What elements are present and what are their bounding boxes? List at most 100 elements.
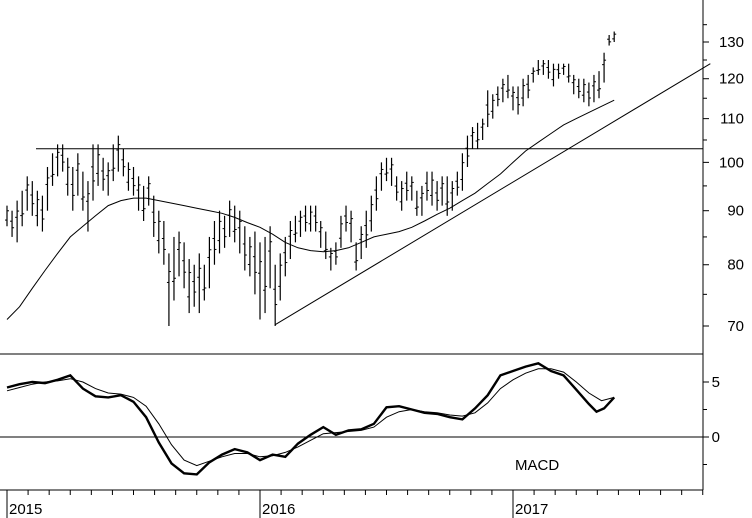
price-bar [227,200,232,237]
price-bar [146,176,151,206]
price-bar [465,135,470,167]
x-tick-label: 2015 [9,501,42,518]
price-bar [151,195,156,237]
macd-y-tick-label: 0 [712,429,720,446]
price-bar [50,153,55,186]
price-bar [551,63,556,87]
x-tick-label: 2017 [515,501,548,518]
price-bar [131,166,136,196]
price-bar [263,236,268,314]
price-bar [268,226,273,289]
price-bar [5,205,9,227]
price-bar [460,153,465,191]
price-bar [597,71,602,99]
price-bar [252,231,257,295]
price-bar [288,221,293,260]
price-y-tick-label: 100 [719,154,744,171]
price-bar [344,205,349,232]
price-bar [419,185,424,216]
price-bar [217,210,222,254]
price-bar [379,162,384,191]
price-bar [182,242,187,289]
price-bar [207,236,212,289]
price-bar [556,63,561,79]
price-bar [445,176,450,216]
price-bar [45,166,50,211]
price-y-tick-label: 120 [719,71,744,88]
price-bar [101,157,106,191]
price-bar [40,195,45,232]
price-bar [237,210,242,254]
price-bar [450,181,455,211]
price-bar [333,242,338,265]
price-bar [485,90,490,128]
price-bar [389,157,394,186]
price-bar [546,59,551,79]
price-bar [10,210,15,237]
price-bar [283,236,288,277]
price-bar [111,144,116,182]
macd-panel [0,362,703,476]
price-bar [495,86,500,107]
price-bar [126,162,131,191]
price-bar [475,122,480,149]
price-bar [536,59,541,75]
price-bar [171,236,176,301]
price-bar [60,144,65,172]
price-bar [136,176,141,211]
price-bar [15,200,20,243]
price-bar [35,190,40,227]
price-y-tick-label: 70 [727,318,744,335]
price-bar [338,215,343,248]
price-bar [278,253,283,301]
price-bar [70,166,75,211]
price-bar [364,210,369,248]
price-bar [187,259,192,314]
price-bar [65,157,70,196]
price-bar [85,181,90,232]
price-bar [586,82,591,107]
price-bar [293,215,298,243]
price-bar [80,171,85,211]
price-bar [430,171,435,206]
price-bar [222,215,227,248]
price-bar [75,153,80,196]
price-bar [424,171,429,201]
price-bar [30,181,35,216]
price-bar [106,162,111,196]
price-bar [374,176,379,211]
price-bar [500,78,505,103]
price-bar [121,148,126,177]
price-bar [521,78,526,107]
price-bar [602,52,607,83]
price-bar [455,171,460,196]
price-bar [566,63,571,83]
price-bar [161,221,166,265]
price-bar [505,74,510,99]
price-bar [384,157,389,182]
price-bar [561,63,566,75]
price-bar [308,205,313,232]
price-bar [232,205,237,243]
x-tick-label: 2016 [262,501,295,518]
price-bar [156,210,161,254]
price-bar [247,236,252,277]
price-bar [25,176,30,211]
price-bar [541,59,546,75]
price-bar [607,34,612,46]
price-bar [166,253,171,326]
price-bar [612,31,617,42]
macd-y-tick-label: 5 [712,374,720,391]
price-bar [359,226,364,260]
price-y-tick-label: 130 [719,34,744,51]
price-bar [242,226,247,271]
price-bar [212,221,217,265]
price-bar [516,86,521,115]
moving-average-line [6,99,615,320]
price-bar [470,127,475,149]
price-bar [91,144,96,201]
price-bar [571,74,576,95]
price-bar [511,86,515,111]
